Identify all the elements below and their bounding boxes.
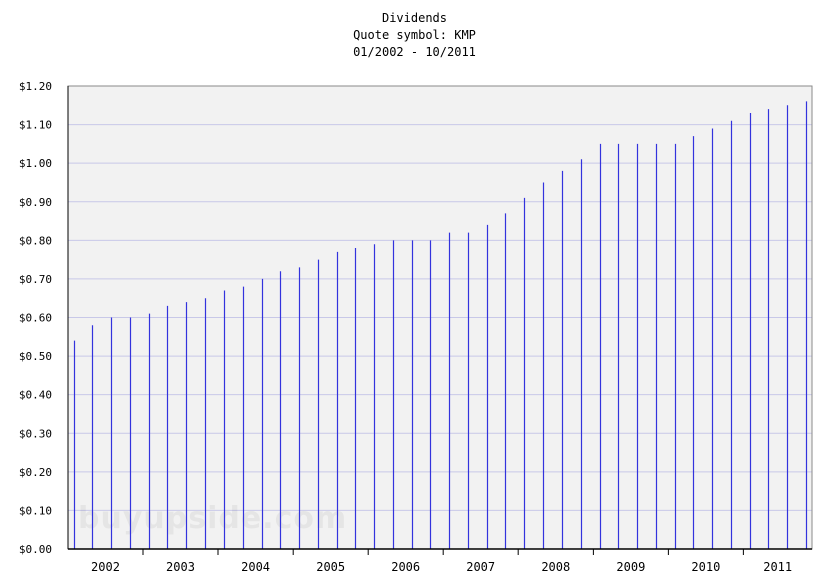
y-tick-label: $1.00 [19,157,52,170]
x-tick-label: 2008 [541,560,570,574]
bar-series [73,101,808,549]
x-tick-label: 2004 [241,560,270,574]
x-tick-label: 2011 [763,560,792,574]
y-tick-label: $0.50 [19,350,52,363]
y-tick-label: $0.70 [19,273,52,286]
y-tick-label: $0.60 [19,312,52,325]
y-tick-label: $0.30 [19,427,52,440]
x-axis-ticks: 2002 2003 2004 2005 2006 2007 2008 2009 2010 2011 [91,549,792,574]
y-axis-ticks: $0.00 $0.10 $0.20 $0.30 $0.40 $0.50 $0.60 $0.70… [19,80,52,556]
chart-subtitle: Quote symbol: KMP [353,28,476,42]
y-tick-label: $0.40 [19,389,52,402]
x-tick-label: 2006 [391,560,420,574]
x-tick-label: 2002 [91,560,120,574]
y-tick-label: $1.10 [19,119,52,132]
chart-titles: Dividends Quote symbol: KMP 01/2002 - 10… [0,10,829,61]
x-tick-label: 2009 [616,560,645,574]
y-tick-label: $1.20 [19,80,52,93]
y-tick-label: $0.90 [19,196,52,209]
watermark: buyupside.com [78,501,347,536]
y-tick-label: $0.10 [19,504,52,517]
x-tick-label: 2007 [466,560,495,574]
x-tick-label: 2003 [166,560,195,574]
axes [67,85,813,550]
y-tick-label: $0.80 [19,234,52,247]
y-tick-label: $0.00 [19,543,52,556]
x-tick-label: 2005 [316,560,345,574]
chart-title: Dividends [381,11,448,25]
y-tick-label: $0.20 [19,466,52,479]
chart-date-range: 01/2002 - 10/2011 [353,45,476,59]
x-tick-label: 2010 [691,560,720,574]
